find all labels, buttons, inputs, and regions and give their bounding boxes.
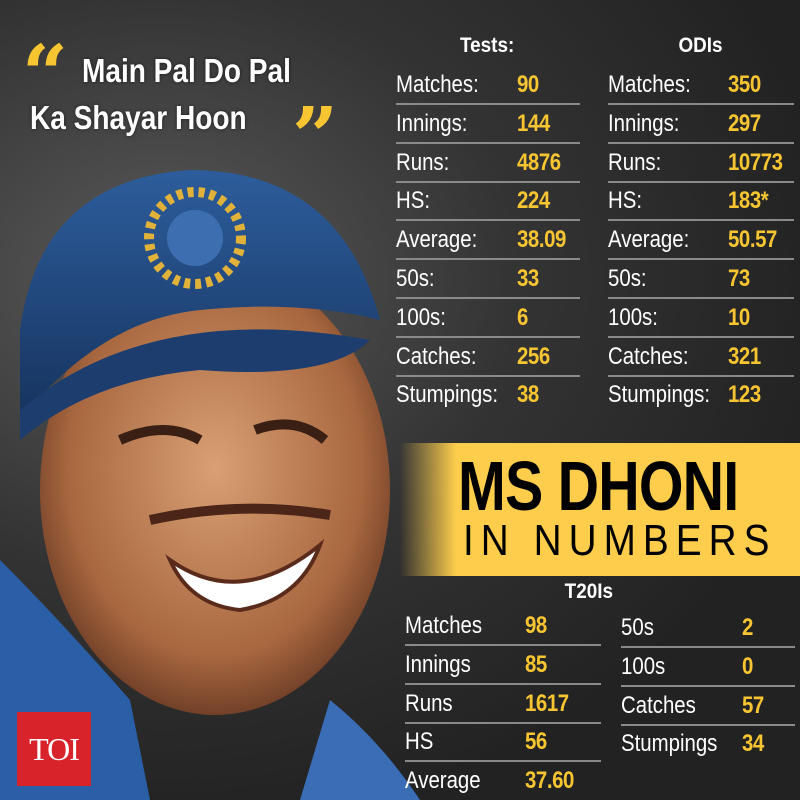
stat-value: 56: [525, 728, 547, 756]
stat-value: 38.09: [517, 226, 566, 254]
stat-row: Matches: 90: [396, 67, 580, 105]
stat-value: 6: [517, 303, 528, 331]
stat-label: Innings:: [608, 109, 680, 137]
stat-value: 144: [517, 109, 550, 137]
stat-value: 50.57: [728, 226, 777, 254]
stat-label: Average:: [608, 226, 690, 254]
stat-label: Catches:: [608, 342, 689, 370]
stat-value: 224: [517, 187, 550, 215]
stat-label: Runs: [405, 689, 453, 717]
stat-row: Stumpings: 123: [608, 377, 794, 415]
stat-label: Catches:: [396, 342, 477, 370]
stat-value: 37.60: [525, 767, 574, 795]
stat-row: Innings: 144: [396, 106, 580, 144]
stat-label: Average:: [396, 226, 478, 254]
stat-row: HS 56: [405, 724, 601, 763]
stat-row: Average 37.60: [405, 763, 601, 800]
title-banner: [400, 443, 800, 576]
stat-value: 350: [728, 71, 761, 98]
stat-row: Matches: 350: [608, 67, 794, 105]
stat-value: 90: [517, 71, 539, 98]
stat-row: Runs 1617: [405, 686, 601, 724]
stat-label: Stumpings:: [396, 381, 499, 409]
stat-row: Catches: 256: [396, 339, 580, 377]
dhoni-portrait: [0, 170, 420, 800]
stat-row: Matches 98: [405, 608, 601, 646]
stat-label: Stumpings: [621, 730, 718, 758]
stat-row: Catches 57: [621, 688, 795, 726]
stat-value: 183*: [728, 187, 769, 215]
stat-label: Catches: [621, 691, 696, 719]
stat-value: 297: [728, 109, 761, 137]
stat-label: Runs:: [608, 148, 662, 176]
stat-value: 34: [742, 730, 764, 758]
stat-value: 73: [728, 265, 750, 292]
stat-label: Innings: [405, 650, 471, 678]
stat-value: 4876: [517, 148, 561, 176]
stat-row: Innings: 297: [608, 106, 794, 144]
banner-subtitle: IN NUMBERS: [463, 516, 777, 565]
stat-label: Matches:: [396, 71, 479, 98]
stat-label: 50s:: [396, 265, 435, 292]
stat-value: 38: [517, 381, 539, 409]
stat-row: 100s: 6: [396, 300, 580, 338]
stat-value: 10773: [728, 148, 783, 176]
stat-label: HS: [405, 728, 434, 756]
quote-line-1: Main Pal Do Pal: [82, 52, 291, 89]
stat-row: Catches: 321: [608, 339, 794, 377]
stat-row: Runs: 10773: [608, 145, 794, 183]
stat-value: 256: [517, 342, 550, 370]
stat-value: 0: [742, 652, 753, 680]
stat-label: 100s: [621, 652, 666, 680]
stat-label: HS:: [608, 187, 643, 215]
odis-heading: ODIs: [678, 34, 723, 57]
stat-row: Stumpings 34: [621, 726, 795, 764]
stat-row: 100s 0: [621, 649, 795, 687]
close-quote-icon: ”: [292, 89, 339, 183]
quote-line-2: Ka Shayar Hoon: [30, 99, 247, 136]
stat-row: HS: 183*: [608, 183, 794, 222]
stat-value: 98: [525, 612, 547, 639]
toi-logo: TOI: [17, 712, 91, 786]
stat-row: Runs: 4876: [396, 145, 580, 183]
stat-label: 50s:: [608, 265, 647, 292]
tests-heading: Tests:: [460, 34, 515, 57]
stat-row: HS: 224: [396, 183, 580, 222]
stat-value: 85: [525, 650, 547, 678]
stat-label: Matches: [405, 612, 483, 639]
stat-label: Matches:: [608, 71, 691, 98]
stat-value: 123: [728, 381, 761, 409]
stat-label: Innings:: [396, 109, 468, 137]
stat-row: 50s: 33: [396, 261, 580, 299]
stat-value: 57: [742, 691, 764, 719]
stat-label: 100s:: [608, 303, 658, 331]
t20is-heading: T20Is: [564, 580, 614, 603]
stat-row: Average: 50.57: [608, 222, 794, 261]
stat-row: 100s: 10: [608, 300, 794, 338]
stat-row: 50s 2: [621, 610, 795, 648]
stat-value: 2: [742, 614, 753, 641]
stat-row: Stumpings: 38: [396, 377, 580, 415]
stat-label: 50s: [621, 614, 654, 641]
stat-label: Average: [405, 767, 481, 795]
stat-value: 10: [728, 303, 750, 331]
stat-row: 50s: 73: [608, 261, 794, 299]
stat-label: 100s:: [396, 303, 446, 331]
stat-value: 33: [517, 265, 539, 292]
stat-row: Innings 85: [405, 647, 601, 685]
stat-value: 1617: [525, 689, 569, 717]
banner-title: MS DHONI: [458, 447, 739, 525]
stat-row: Average: 38.09: [396, 222, 580, 261]
stat-label: HS:: [396, 187, 431, 215]
stat-label: Runs:: [396, 148, 450, 176]
stat-value: 321: [728, 342, 761, 370]
open-quote-icon: “: [22, 27, 69, 121]
stat-label: Stumpings:: [608, 381, 711, 409]
